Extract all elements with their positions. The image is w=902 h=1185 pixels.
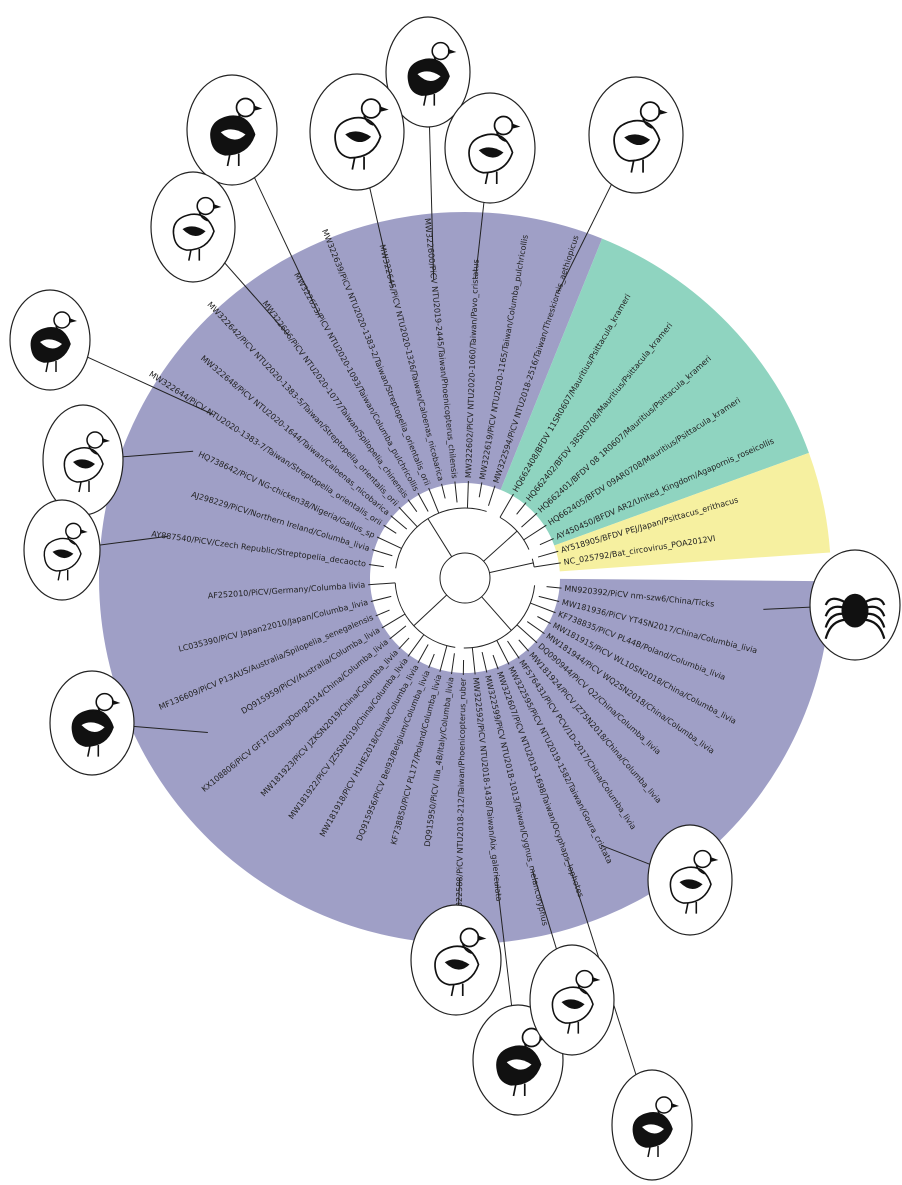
bird-head xyxy=(87,432,103,448)
bird-head xyxy=(54,312,70,328)
branch xyxy=(376,610,390,616)
branch xyxy=(455,482,457,503)
bird-head xyxy=(432,43,449,60)
bird-head xyxy=(197,198,214,215)
branch xyxy=(429,654,435,668)
bird-head xyxy=(495,117,513,135)
branch xyxy=(390,626,406,639)
bird-head xyxy=(576,971,593,988)
branch xyxy=(500,494,514,517)
branch xyxy=(429,488,439,513)
branch xyxy=(482,652,487,672)
branch xyxy=(399,507,417,527)
branch xyxy=(489,563,533,573)
branch xyxy=(399,638,409,649)
branch xyxy=(372,550,392,556)
branch xyxy=(382,614,405,628)
bird-head xyxy=(656,1097,672,1113)
bird-head xyxy=(237,99,255,117)
branch xyxy=(369,565,384,567)
bird-head xyxy=(66,523,81,538)
branch xyxy=(517,503,526,515)
branch xyxy=(442,484,446,499)
branch xyxy=(507,641,519,658)
branch xyxy=(534,563,561,567)
branch xyxy=(408,500,417,512)
bird-head xyxy=(362,99,381,118)
branch xyxy=(530,603,555,613)
branch xyxy=(418,644,428,662)
branch xyxy=(482,597,512,631)
branch xyxy=(428,519,452,557)
branch xyxy=(408,635,424,657)
branch xyxy=(519,640,529,651)
branch xyxy=(440,553,490,603)
tick-body xyxy=(842,594,869,628)
branch xyxy=(396,508,487,568)
branch xyxy=(414,595,447,626)
branch xyxy=(384,525,397,533)
branch xyxy=(527,622,544,634)
branch xyxy=(440,646,447,672)
branch xyxy=(479,482,482,497)
branch xyxy=(418,493,428,511)
branch xyxy=(537,616,550,623)
bird-head xyxy=(641,102,660,121)
branch xyxy=(538,551,558,557)
branch xyxy=(452,653,455,674)
branch xyxy=(488,486,494,506)
branch xyxy=(371,596,391,601)
bird-head xyxy=(694,851,711,868)
branch xyxy=(539,596,559,601)
branch xyxy=(497,640,509,664)
bird-head xyxy=(96,694,113,711)
bird-head xyxy=(461,929,479,947)
branch xyxy=(484,531,517,561)
branch xyxy=(493,655,498,669)
branch xyxy=(517,625,537,643)
phylogenetic-tree-figure: NC_025792/Bat_circovirus_POA2012VIAY5189… xyxy=(0,0,902,1185)
branch xyxy=(547,587,562,589)
branch xyxy=(467,481,468,508)
branch xyxy=(521,513,537,527)
branch xyxy=(540,539,554,545)
branch xyxy=(368,583,395,585)
branch xyxy=(472,648,475,675)
branch xyxy=(391,516,407,529)
branch xyxy=(524,525,547,540)
branch xyxy=(377,537,401,548)
